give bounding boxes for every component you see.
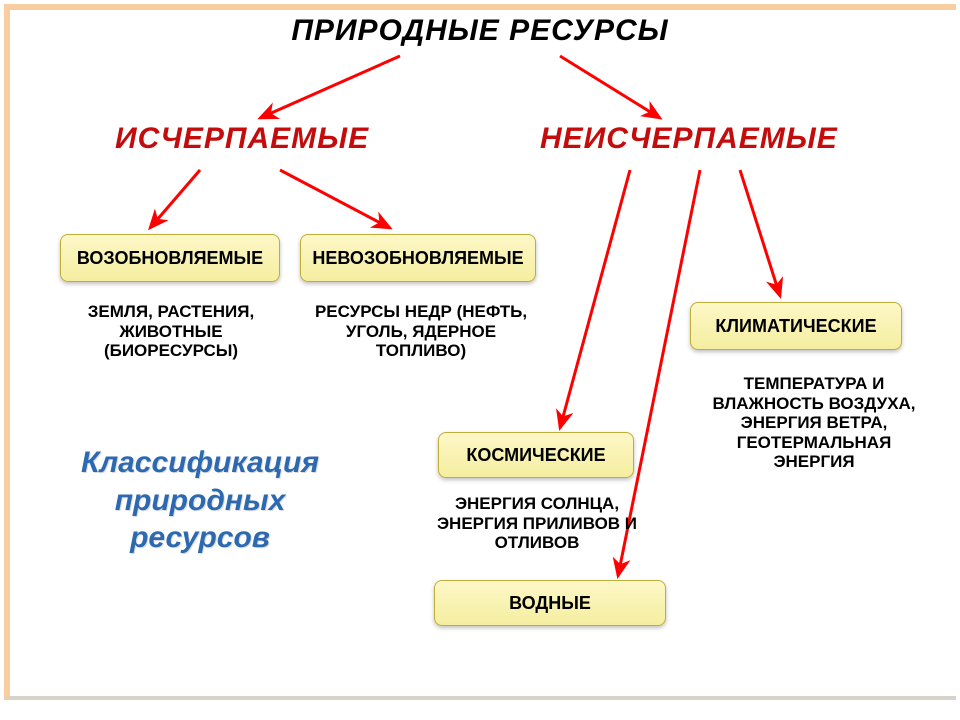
arrow — [560, 170, 630, 428]
desc-nonrenewable: РЕСУРСЫ НЕДР (НЕФТЬ, УГОЛЬ, ЯДЕРНОЕ ТОПЛ… — [308, 302, 534, 361]
box-renewable: ВОЗОБНОВЛЯЕМЫЕ — [60, 234, 280, 282]
main-title: ПРИРОДНЫЕ РЕСУРСЫ — [0, 14, 960, 48]
box-water: ВОДНЫЕ — [434, 580, 666, 626]
diagram-root: ПРИРОДНЫЕ РЕСУРСЫ ИСЧЕРПАЕМЫЕ НЕИСЧЕРПАЕ… — [0, 0, 960, 720]
box-cosmic: КОСМИЧЕСКИЕ — [438, 432, 634, 478]
label-exhaustible: ИСЧЕРПАЕМЫЕ — [115, 122, 369, 156]
arrow — [150, 170, 200, 228]
arrow — [560, 56, 660, 118]
label-inexhaustible: НЕИСЧЕРПАЕМЫЕ — [540, 122, 838, 156]
arrow — [260, 56, 400, 118]
caption: Классификация природных ресурсов — [60, 444, 340, 557]
desc-cosmic: ЭНЕРГИЯ СОЛНЦА, ЭНЕРГИЯ ПРИЛИВОВ И ОТЛИВ… — [426, 494, 648, 553]
arrow — [280, 170, 390, 228]
desc-renewable: ЗЕМЛЯ, РАСТЕНИЯ, ЖИВОТНЫЕ (БИОРЕСУРСЫ) — [68, 302, 274, 361]
arrow — [740, 170, 780, 296]
box-climatic: КЛИМАТИЧЕСКИЕ — [690, 302, 902, 350]
box-nonrenewable: НЕВОЗОБНОВЛЯЕМЫЕ — [300, 234, 536, 282]
desc-climatic: ТЕМПЕРАТУРА И ВЛАЖНОСТЬ ВОЗДУХА, ЭНЕРГИЯ… — [704, 374, 924, 472]
